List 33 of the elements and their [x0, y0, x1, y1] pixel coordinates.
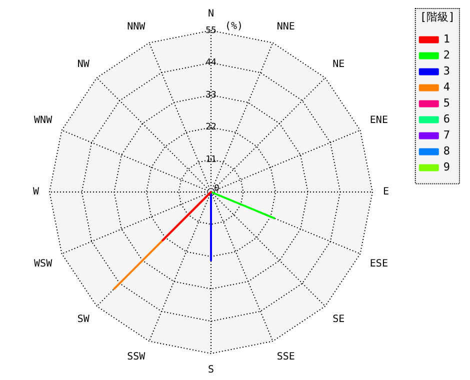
spoke-label: N: [208, 8, 214, 20]
legend-label: 3: [443, 64, 450, 78]
spoke-label: NNE: [276, 22, 295, 33]
spoke-label: S: [208, 364, 214, 376]
spoke-label: SE: [332, 314, 345, 326]
y-tick-label: 55: [206, 26, 216, 36]
spoke-label: WNW: [34, 114, 54, 126]
spoke-label: E: [383, 186, 390, 198]
legend-label: 6: [443, 112, 450, 126]
spoke-label: NW: [77, 58, 90, 70]
spoke-label: WSW: [34, 258, 54, 270]
spoke-label: SW: [77, 314, 90, 326]
spoke-label: NNW: [127, 22, 146, 33]
spoke-label: SSE: [276, 352, 295, 362]
y-tick-label: 22: [206, 122, 216, 133]
y-tick-label: 0: [214, 184, 220, 194]
legend-label: 5: [443, 96, 450, 110]
legend-label: 2: [443, 48, 450, 62]
spoke-label: ENE: [370, 114, 388, 126]
legend-label: 7: [443, 128, 450, 142]
legend-title: [階級]: [420, 10, 456, 24]
legend-label: 8: [443, 144, 450, 158]
y-tick-label: 33: [206, 90, 216, 100]
spoke-label: NE: [332, 58, 345, 70]
spoke-label: SSW: [127, 352, 146, 362]
spoke-label: W: [32, 186, 40, 198]
spoke-label: ESE: [370, 258, 388, 270]
y-tick-label: 44: [206, 58, 216, 68]
y-tick-label: 11: [206, 155, 216, 166]
legend-label: 9: [443, 160, 450, 174]
text: (%): [225, 21, 244, 32]
legend-label: 4: [443, 80, 450, 94]
legend-label: 1: [443, 32, 450, 46]
